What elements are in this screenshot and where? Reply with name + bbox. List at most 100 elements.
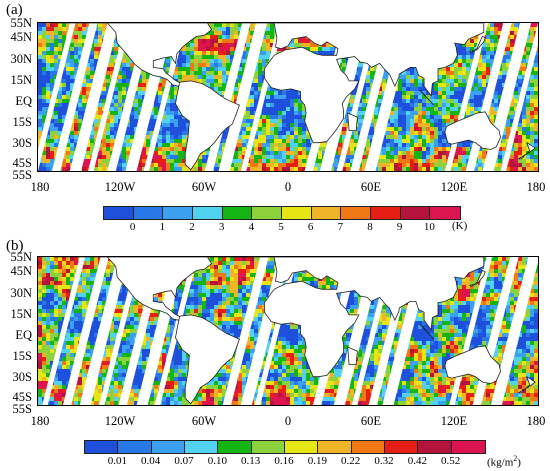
lat-label: 30S [12, 136, 32, 150]
lon-label: 0 [284, 414, 292, 428]
lat-label: 30N [10, 52, 32, 66]
panel-label: (a) [6, 2, 23, 18]
continent-outline [444, 345, 501, 384]
colorbar-tick-label: 3 [218, 221, 225, 233]
continent-outline [517, 375, 536, 394]
lon-label: 60W [191, 414, 217, 428]
colorbar-segment [281, 207, 312, 219]
continent-outline [175, 80, 240, 171]
lon-label: 60W [191, 180, 217, 194]
lat-label: 55S [12, 168, 32, 182]
colorbar-segment [151, 441, 185, 453]
lon-label: 60E [360, 180, 382, 194]
lat-label: 45N [10, 30, 32, 44]
colorbar-tick-label: 5 [278, 221, 284, 233]
continent-outline [419, 90, 435, 106]
continent-outline [263, 23, 485, 144]
colorbar-tick-label: 0.07 [174, 455, 194, 467]
lat-label: 45S [12, 156, 32, 170]
colorbar-segment [451, 441, 485, 453]
continent-outline [469, 269, 486, 288]
data-gap-swath [51, 23, 98, 171]
lat-label: 55S [12, 402, 32, 416]
lat-label: 30N [10, 286, 32, 300]
colorbar-tick-label: 0.19 [307, 455, 327, 467]
continent-outline [54, 23, 213, 87]
lon-label: 0 [284, 180, 292, 194]
colorbar-tick-label: 0.52 [441, 455, 461, 467]
colorbar-segment [351, 441, 385, 453]
continent-outline [517, 141, 536, 160]
colorbar-tick-label: 0 [129, 221, 136, 233]
map-frame [37, 256, 539, 406]
continent-outline [419, 324, 435, 340]
panel-label: (b) [6, 238, 24, 254]
lat-label: EQ [15, 94, 32, 108]
data-gap-swath [38, 23, 76, 171]
colorbar-unit: (kg/m2) [487, 454, 521, 469]
colorbar-tick-label: 0.04 [141, 455, 161, 467]
colorbar-segment [192, 207, 223, 219]
lat-label: 15N [10, 307, 32, 321]
data-gap-swath [63, 257, 109, 405]
lon-label: 180 [30, 414, 50, 428]
lat-label: 15S [12, 115, 32, 129]
sst-difference-map [38, 23, 538, 171]
colorbar-segment [163, 207, 193, 219]
colorbar-tick-label: 9 [396, 221, 403, 233]
data-gap-swath [154, 257, 198, 405]
colorbar-tick-label: 0.22 [341, 455, 361, 467]
colorbar-tick-label: 4 [248, 221, 255, 233]
continent-outline [444, 111, 501, 150]
colorbar-segment [311, 207, 342, 219]
colorbar-tick-label: 0.01 [107, 455, 127, 467]
colorbar-tick-label: 0.16 [274, 455, 294, 467]
lat-label: 15S [12, 349, 32, 363]
lon-label: 60E [360, 414, 382, 428]
unit-superscript: 2 [513, 454, 518, 463]
data-gap-swath [490, 257, 538, 405]
lon-label: 180 [30, 180, 50, 194]
data-gap-swath [88, 23, 132, 171]
lat-label: 30S [12, 370, 32, 384]
lat-label: 55N [10, 16, 32, 30]
continent-outline [347, 346, 358, 365]
colorbar-tick-label: 1 [159, 221, 166, 233]
continent-outline [54, 257, 213, 321]
lon-label: 120E [440, 414, 468, 428]
colorbar-segment [118, 441, 152, 453]
continent-outline [347, 112, 358, 131]
data-gap-swath [222, 257, 269, 405]
colorbar-segment [252, 207, 282, 219]
colorbar-tick-label: 0.13 [241, 455, 261, 467]
colorbar-segment [318, 441, 352, 453]
colorbar-tick-label: 0.32 [374, 455, 394, 467]
colorbar-segment [370, 207, 401, 219]
continent-outline [469, 35, 486, 54]
panel-b: (b) 55N 45N 30N 15N EQ 15S 30S 45S 55S 1… [0, 236, 550, 471]
colorbar-segment [284, 441, 319, 453]
data-gap-swath [42, 257, 86, 405]
colorbar-tick-label: 10 [423, 221, 435, 233]
data-gap-swath [79, 257, 129, 405]
continent-outline [175, 314, 240, 405]
colorbar-tick-label: 0.42 [407, 455, 427, 467]
colorbar-segment [400, 207, 431, 219]
colorbar-tick-label: 6 [307, 221, 314, 233]
lon-label: 120E [440, 180, 468, 194]
colorbar-segment [222, 207, 253, 219]
lon-label: 120W [104, 414, 136, 428]
colorbar-segment [430, 207, 460, 219]
unit-prefix: (kg/m [487, 456, 514, 469]
colorbar-segment [133, 207, 164, 219]
data-gap-swath [125, 23, 175, 171]
lat-label: 15N [10, 73, 32, 87]
data-gap-swath [69, 23, 119, 171]
colorbar-tick-label: 2 [189, 221, 195, 233]
lon-label: 180 [526, 414, 546, 428]
colorbar [84, 440, 486, 454]
colorbar [103, 206, 461, 220]
lat-label: 55N [10, 250, 32, 264]
panel-a: (a) 55N 45N 30N 15N EQ 15S 30S 45S 55S 1… [0, 0, 550, 235]
unit-suffix: ) [517, 456, 521, 469]
